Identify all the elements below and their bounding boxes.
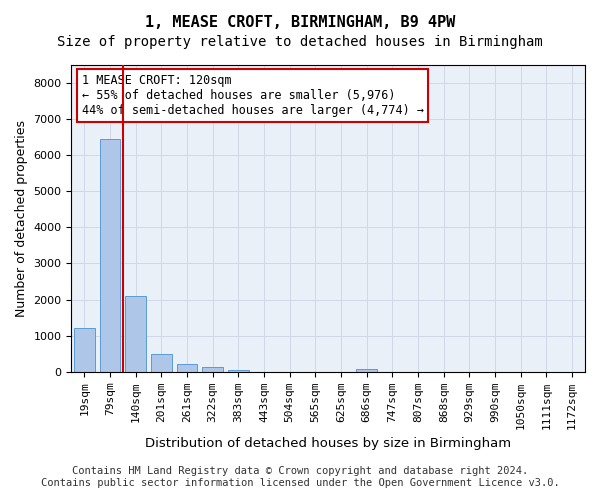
Bar: [228, 370, 248, 372]
Bar: [202, 367, 223, 372]
Text: Contains HM Land Registry data © Crown copyright and database right 2024.
Contai: Contains HM Land Registry data © Crown c…: [41, 466, 559, 487]
Bar: [100, 139, 120, 372]
Bar: [125, 296, 146, 372]
Bar: [356, 369, 377, 372]
Text: Size of property relative to detached houses in Birmingham: Size of property relative to detached ho…: [57, 35, 543, 49]
Y-axis label: Number of detached properties: Number of detached properties: [15, 120, 28, 317]
Bar: [74, 328, 95, 372]
Bar: [151, 354, 172, 372]
Text: 1 MEASE CROFT: 120sqm
← 55% of detached houses are smaller (5,976)
44% of semi-d: 1 MEASE CROFT: 120sqm ← 55% of detached …: [82, 74, 424, 117]
Bar: [176, 364, 197, 372]
X-axis label: Distribution of detached houses by size in Birmingham: Distribution of detached houses by size …: [145, 437, 511, 450]
Text: 1, MEASE CROFT, BIRMINGHAM, B9 4PW: 1, MEASE CROFT, BIRMINGHAM, B9 4PW: [145, 15, 455, 30]
